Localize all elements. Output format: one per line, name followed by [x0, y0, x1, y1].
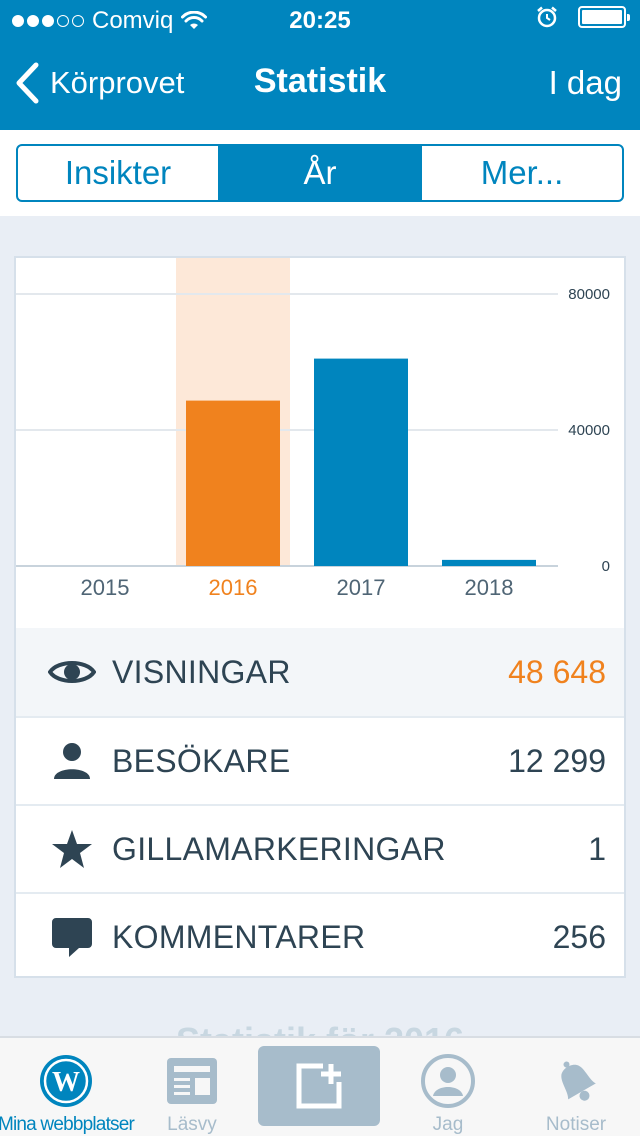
page-title: Statistik	[253, 62, 387, 100]
x-tick-label: 2016	[209, 575, 258, 600]
tab-label-reader: Läsvy	[167, 1114, 217, 1135]
stat-label-views: VISNINGAR	[112, 653, 291, 690]
star-icon	[52, 830, 92, 868]
x-tick-label: 2015	[81, 575, 130, 600]
navigation-bar: Körprovet Statistik I dag	[0, 40, 640, 130]
x-tick-label: 2017	[337, 575, 386, 600]
tab-bar: W Mina webbplatser Läsvy	[0, 1036, 640, 1136]
wifi-icon	[181, 11, 208, 29]
tab-reader[interactable]: Läsvy	[132, 1038, 252, 1136]
stat-value-views: 48 648	[508, 653, 606, 690]
back-button[interactable]: Körprovet	[14, 62, 184, 104]
stat-row-views[interactable]: VISNINGAR 48 648	[16, 628, 624, 716]
stats-summary: VISNINGAR 48 648 BESÖKARE 12 299 GILLAMA…	[16, 628, 624, 980]
tab-me[interactable]: Jag	[388, 1038, 508, 1136]
period-selector-bar: Insikter År Mer...	[0, 130, 640, 216]
y-tick-label: 80000	[568, 286, 610, 303]
alarm-icon	[537, 6, 557, 28]
chevron-left-icon	[16, 62, 39, 104]
segment-year[interactable]: År	[220, 146, 422, 200]
stat-row-comments[interactable]: KOMMENTARER 256	[16, 892, 624, 980]
stats-card: 80000 40000 0 2015 2016 2017 2018 VISNINGAR 48…	[14, 256, 626, 978]
y-tick-label: 0	[602, 558, 610, 575]
reader-icon	[167, 1058, 217, 1104]
tab-label-notifications: Notiser	[545, 1114, 607, 1135]
status-bar: Comviq 20:25	[0, 0, 640, 40]
today-button[interactable]: I dag	[548, 64, 622, 101]
stat-row-visitors[interactable]: BESÖKARE 12 299	[16, 716, 624, 804]
bell-icon	[561, 1061, 596, 1101]
yearly-bar-chart: 80000 40000 0 2015 2016 2017 2018	[16, 258, 610, 600]
stat-label-visitors: BESÖKARE	[112, 742, 291, 779]
status-right	[536, 6, 630, 28]
segment-insights[interactable]: Insikter	[18, 146, 220, 200]
stat-label-likes: GILLAMARKERINGAR	[112, 830, 446, 867]
bar-2018	[442, 559, 536, 566]
battery-icon	[578, 6, 630, 28]
svg-text:W: W	[52, 1067, 80, 1098]
bar-2016	[186, 400, 280, 566]
carrier-name: Comviq	[92, 7, 174, 34]
person-icon	[54, 743, 90, 779]
period-segmented-control: Insikter År Mer...	[16, 144, 624, 202]
new-post-icon	[296, 1063, 342, 1109]
new-post-button[interactable]	[258, 1046, 380, 1126]
stat-value-visitors: 12 299	[508, 742, 606, 779]
top-bar: Comviq 20:25 Körprovet Statistik I dag	[0, 0, 640, 130]
me-icon	[421, 1054, 475, 1108]
carrier-info: Comviq	[12, 7, 208, 35]
x-tick-label: 2018	[465, 575, 514, 600]
status-time: 20:25	[289, 7, 351, 34]
stat-label-comments: KOMMENTARER	[112, 918, 366, 955]
y-tick-label: 40000	[568, 422, 610, 439]
segment-more[interactable]: Mer...	[480, 154, 564, 191]
wordpress-icon: W	[40, 1055, 92, 1107]
tab-notifications[interactable]: Notiser	[516, 1038, 636, 1136]
tab-label-me: Jag	[432, 1114, 464, 1135]
tab-label-my-sites: Mina webbplatser	[0, 1114, 135, 1135]
stat-value-comments: 256	[552, 918, 606, 955]
tab-my-sites[interactable]: W Mina webbplatser	[0, 1038, 135, 1136]
eye-icon	[48, 661, 96, 683]
back-label: Körprovet	[50, 65, 185, 100]
comment-icon	[52, 918, 92, 957]
stat-row-likes[interactable]: GILLAMARKERINGAR 1	[16, 804, 624, 892]
signal-strength-icon	[12, 15, 84, 27]
bar-2017	[314, 358, 408, 566]
stat-value-likes: 1	[588, 830, 606, 867]
